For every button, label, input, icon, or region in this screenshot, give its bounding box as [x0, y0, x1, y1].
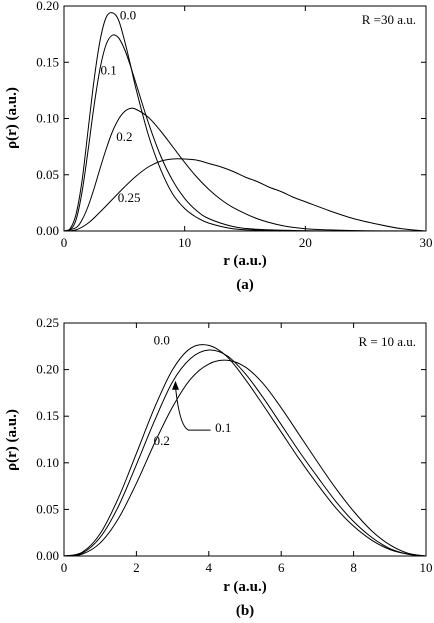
- panel-b-x-tick-label: 2: [133, 560, 140, 575]
- panel-a-curve-0-0: [63, 12, 427, 232]
- panel-b-arrow-head: [171, 380, 179, 390]
- panel-b-curve-0-0: [63, 344, 427, 557]
- panel-b-plot-frame: [63, 322, 427, 557]
- panel-a-y-tick-label: 0.15: [36, 54, 59, 69]
- panel-a-y-tick-label: 0.00: [36, 223, 59, 238]
- panel-a-x-tick-label: 30: [420, 235, 433, 250]
- panel-a-curves: [63, 12, 427, 232]
- panel-b-y-axis-label: ρ(r) (a.u.): [4, 409, 20, 471]
- panel-b-y-tick-label: 0.20: [36, 362, 59, 377]
- panel-b-arrow: [171, 380, 211, 431]
- panel-b-y-tick-label: 0.10: [36, 455, 59, 470]
- panel-b-y-tick-label: 0.05: [36, 501, 59, 516]
- panel-b-x-axis-label: r (a.u.): [223, 579, 266, 595]
- panel-a-x-tick-label: 10: [178, 235, 191, 250]
- panel-b-label: (b): [236, 603, 254, 619]
- panel-a-curve-label: 0.2: [116, 129, 132, 144]
- panel-b-y-tick-label: 0.25: [36, 315, 59, 330]
- panel-a-label: (a): [236, 277, 254, 293]
- panel-b-curve-labels: 0.0 0.1 0.2: [154, 332, 232, 448]
- panel-a-curve-label: 0.25: [118, 190, 141, 205]
- panel-b-x-tick-label: 10: [420, 560, 433, 575]
- panel-a-x-axis-label: r (a.u.): [223, 253, 266, 269]
- panel-b-curve-0-1: [63, 349, 427, 557]
- panel-a-y-ticks: 0.00 0.05 0.10 0.15 0.20: [36, 0, 426, 238]
- panel-a-curve-0-2: [63, 107, 427, 232]
- panel-b-x-tick-label: 6: [278, 560, 285, 575]
- panel-a-annotation: R =30 a.u.: [362, 12, 416, 27]
- panel-b-curve-label: 0.1: [215, 420, 231, 435]
- panel-a-y-tick-label: 0.10: [36, 111, 59, 126]
- panel-b-chart: 0.000.050.100.150.200.25 0 2 4 6 8 10 0.00.10…: [4, 315, 433, 619]
- panel-b-x-tick-label: 8: [350, 560, 357, 575]
- panel-a-y-axis-label: ρ(r) (a.u.): [4, 87, 20, 149]
- panel-a-curve-labels: 0.0 0.1 0.2 0.25: [101, 8, 141, 205]
- panel-a-curve-label: 0.1: [101, 63, 117, 78]
- panel-a-x-ticks: 0 10 20 30: [61, 6, 433, 250]
- panel-a-curve-label: 0.0: [120, 8, 136, 23]
- panel-a-curve-0-25: [63, 158, 427, 232]
- panel-b-x-tick-label: 4: [206, 560, 213, 575]
- panel-b-y-ticks: 0.00 0.05 0.10 0.15 0.20 0.25: [36, 315, 426, 563]
- panel-a-x-tick-label: 0: [61, 235, 68, 250]
- panel-b-x-tick-label: 0: [61, 560, 68, 575]
- panel-b-y-tick-label: 0.00: [36, 548, 59, 563]
- panel-b-curve-0-2: [63, 359, 427, 557]
- panel-b-arrow-line: [174, 386, 211, 431]
- panel-a-y-tick-label: 0.20: [36, 0, 59, 13]
- panel-a-y-tick-label: 0.05: [36, 167, 59, 182]
- panel-a-curve-0-1: [63, 34, 427, 232]
- panel-b-x-ticks: 0 2 4 6 8 10: [61, 323, 433, 575]
- panel-b-y-tick-label: 0.15: [36, 408, 59, 423]
- panel-b-curve-label: 0.0: [154, 332, 170, 347]
- panel-a-x-tick-label: 20: [299, 235, 312, 250]
- panel-b-curves: [63, 344, 427, 557]
- panel-a-chart: 0.000.050.100.150.20 0 10 20 30 0.00.10.20.…: [4, 0, 433, 293]
- panel-b-curve-label: 0.2: [154, 433, 170, 448]
- panel-b-annotation: R = 10 a.u.: [358, 334, 416, 349]
